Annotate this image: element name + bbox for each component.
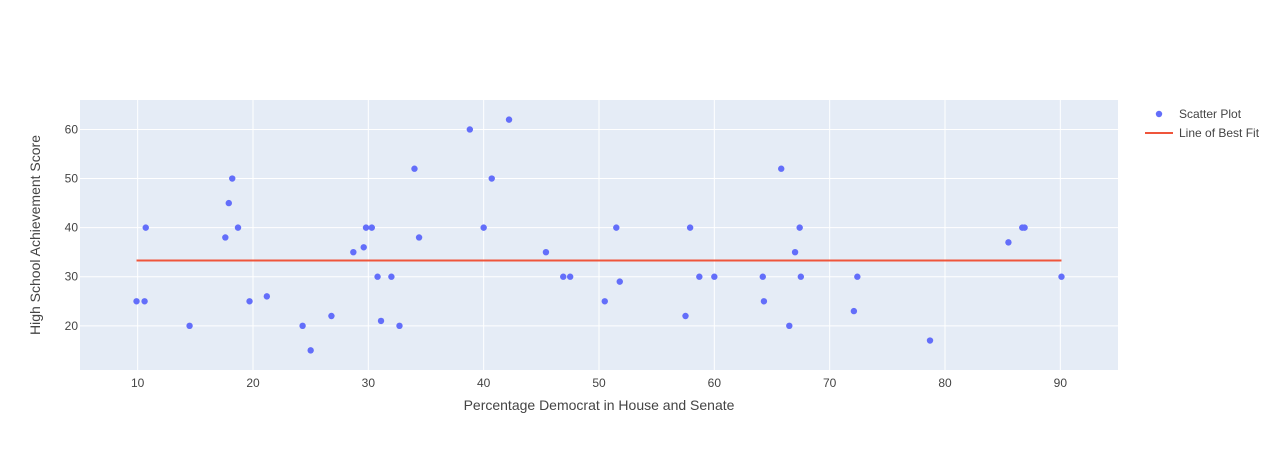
scatter-point[interactable] — [307, 347, 314, 354]
x-tick-label: 70 — [823, 376, 837, 390]
x-tick-label: 20 — [246, 376, 260, 390]
y-axis-title: High School Achievement Score — [27, 135, 43, 335]
legend-label-line: Line of Best Fit — [1179, 126, 1260, 140]
scatter-point[interactable] — [601, 298, 608, 305]
x-tick-label: 90 — [1054, 376, 1068, 390]
y-tick-labels: 20 30 40 50 60 — [65, 122, 79, 332]
scatter-point[interactable] — [682, 312, 689, 320]
scatter-point[interactable] — [796, 224, 803, 231]
scatter-point[interactable] — [488, 175, 495, 182]
scatter-point[interactable] — [466, 126, 474, 133]
y-tick-label: 20 — [65, 319, 79, 333]
scatter-point[interactable] — [133, 298, 140, 305]
scatter-point[interactable] — [778, 165, 785, 172]
scatter-point[interactable] — [368, 224, 375, 231]
x-tick-label: 80 — [938, 376, 952, 390]
scatter-point[interactable] — [350, 248, 357, 256]
scatter-point[interactable] — [613, 224, 620, 231]
scatter-point[interactable] — [850, 307, 858, 315]
series-layer — [133, 116, 1065, 354]
scatter-point[interactable] — [299, 322, 306, 330]
scatter-point[interactable] — [696, 273, 703, 280]
legend-item-scatter[interactable]: Scatter Plot — [1155, 107, 1242, 121]
scatter-point[interactable] — [142, 224, 149, 231]
x-tick-label: 60 — [708, 376, 722, 390]
scatter-point[interactable] — [186, 322, 193, 330]
x-axis-title: Percentage Democrat in House and Senate — [464, 397, 735, 413]
y-tick-label: 40 — [65, 221, 79, 235]
scatter-point[interactable] — [542, 248, 550, 256]
scatter-point[interactable] — [415, 234, 423, 241]
scatter-point[interactable] — [374, 273, 381, 280]
scatter-point[interactable] — [505, 116, 513, 123]
legend-label-scatter: Scatter Plot — [1179, 107, 1242, 121]
scatter-point[interactable] — [396, 322, 403, 330]
scatter-point[interactable] — [222, 234, 229, 241]
scatter-point[interactable] — [328, 312, 335, 320]
x-tick-label: 30 — [362, 376, 376, 390]
scatter-point[interactable] — [388, 273, 395, 280]
scatter-point[interactable] — [360, 244, 367, 251]
scatter-point[interactable] — [225, 199, 232, 207]
scatter-point[interactable] — [854, 273, 861, 280]
scatter-point[interactable] — [926, 337, 934, 344]
grid-lines — [80, 100, 1118, 370]
scatter-point[interactable] — [362, 224, 370, 231]
scatter-point[interactable] — [786, 322, 793, 330]
scatter-point[interactable] — [480, 224, 487, 231]
legend-marker-scatter — [1155, 110, 1163, 118]
y-tick-label: 30 — [65, 270, 79, 284]
legend-item-line[interactable]: Line of Best Fit — [1145, 126, 1260, 140]
scatter-point[interactable] — [560, 273, 567, 280]
scatter-point[interactable] — [1021, 224, 1028, 231]
scatter-point[interactable] — [411, 165, 418, 172]
legend: Scatter Plot Line of Best Fit — [1145, 107, 1260, 140]
scatter-point[interactable] — [797, 273, 805, 280]
scatter-point[interactable] — [566, 273, 574, 280]
scatter-point[interactable] — [686, 224, 694, 231]
scatter-point[interactable] — [616, 278, 623, 285]
y-tick-label: 50 — [65, 172, 79, 186]
scatter-point[interactable] — [1005, 239, 1012, 246]
scatter-point[interactable] — [759, 273, 766, 280]
scatter-point[interactable] — [246, 298, 253, 305]
scatter-point[interactable] — [141, 298, 148, 305]
y-tick-label: 60 — [65, 122, 79, 136]
x-tick-label: 10 — [131, 376, 145, 390]
scatter-point[interactable] — [1058, 273, 1065, 280]
scatter-point[interactable] — [791, 248, 799, 256]
scatter-point[interactable] — [711, 273, 718, 280]
scatter-point[interactable] — [263, 293, 271, 300]
scatter-point[interactable] — [377, 317, 385, 325]
x-tick-label: 50 — [592, 376, 606, 390]
scatter-point[interactable] — [229, 175, 236, 182]
scatter-point[interactable] — [760, 298, 768, 305]
x-tick-labels: 10 20 30 40 50 60 70 80 90 — [131, 376, 1067, 390]
x-tick-label: 40 — [477, 376, 491, 390]
scatter-point[interactable] — [234, 224, 242, 231]
